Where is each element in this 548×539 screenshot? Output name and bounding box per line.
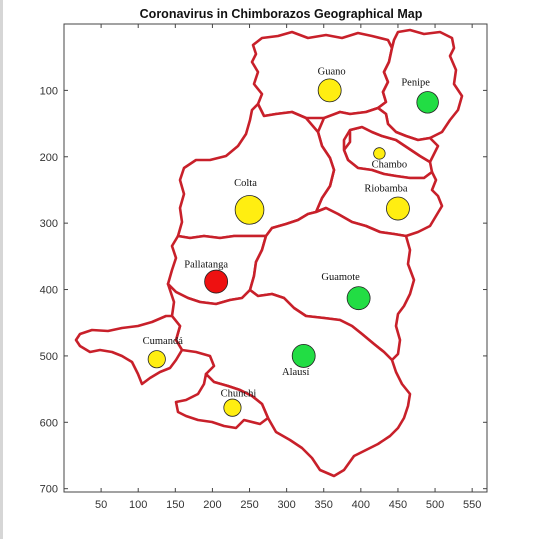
municipality-markers xyxy=(147,78,439,417)
label-penipe: Penipe xyxy=(401,77,430,88)
x-tick-label: 150 xyxy=(166,499,184,511)
x-tick-label: 250 xyxy=(240,499,258,511)
marker-guamote xyxy=(346,286,371,311)
x-tick-label: 400 xyxy=(352,499,370,511)
region-cumanda xyxy=(74,314,184,386)
y-tick-label: 300 xyxy=(40,218,58,230)
window-edge xyxy=(0,0,3,539)
marker-chambo xyxy=(373,147,386,160)
y-tick-label: 600 xyxy=(40,417,58,429)
marker-penipe xyxy=(416,91,439,114)
x-tick-label: 300 xyxy=(277,499,295,511)
y-tick-label: 500 xyxy=(40,351,58,363)
marker-pallatanga xyxy=(204,269,229,294)
x-tick-label: 350 xyxy=(315,499,333,511)
x-tick-label: 200 xyxy=(203,499,221,511)
label-colta: Colta xyxy=(234,178,257,189)
label-guano: Guano xyxy=(318,66,346,77)
label-guamote: Guamote xyxy=(321,272,360,283)
label-cumanda: Cumandá xyxy=(143,336,184,347)
marker-guano xyxy=(317,78,342,103)
x-tick-label: 550 xyxy=(463,499,481,511)
label-pallatanga: Pallatanga xyxy=(184,260,228,271)
axes-box xyxy=(63,23,488,493)
label-riobamba: Riobamba xyxy=(364,184,407,195)
marker-alausi xyxy=(291,343,316,368)
x-tick-label: 100 xyxy=(129,499,147,511)
y-tick-label: 100 xyxy=(40,85,58,97)
marker-riobamba xyxy=(386,196,410,221)
region-alausi xyxy=(166,282,412,478)
chart-title: Coronavirus in Chimborazos Geographical … xyxy=(140,7,423,21)
region-chunchi xyxy=(174,372,270,430)
label-alausi: Alausí xyxy=(282,367,309,378)
region-boundaries xyxy=(74,28,464,478)
x-tick-label: 50 xyxy=(95,499,107,511)
municipality-labels: Guano Penipe Chambo Colta Riobamba Pallatanga… xyxy=(143,66,431,399)
y-tick-label: 700 xyxy=(40,484,58,496)
marker-colta xyxy=(234,195,265,225)
marker-cumanda xyxy=(147,350,166,369)
x-tick-label: 500 xyxy=(426,499,444,511)
x-tick-label: 450 xyxy=(389,499,407,511)
y-tick-label: 400 xyxy=(40,285,58,297)
y-tick-label: 200 xyxy=(40,152,58,164)
label-chunchi: Chunchi xyxy=(221,389,257,400)
label-chambo: Chambo xyxy=(372,159,408,170)
axis-ticks: 50 100 150 200 250 300 350 400 450 500 550 100 200 30… xyxy=(40,24,487,511)
marker-chunchi xyxy=(223,398,242,417)
